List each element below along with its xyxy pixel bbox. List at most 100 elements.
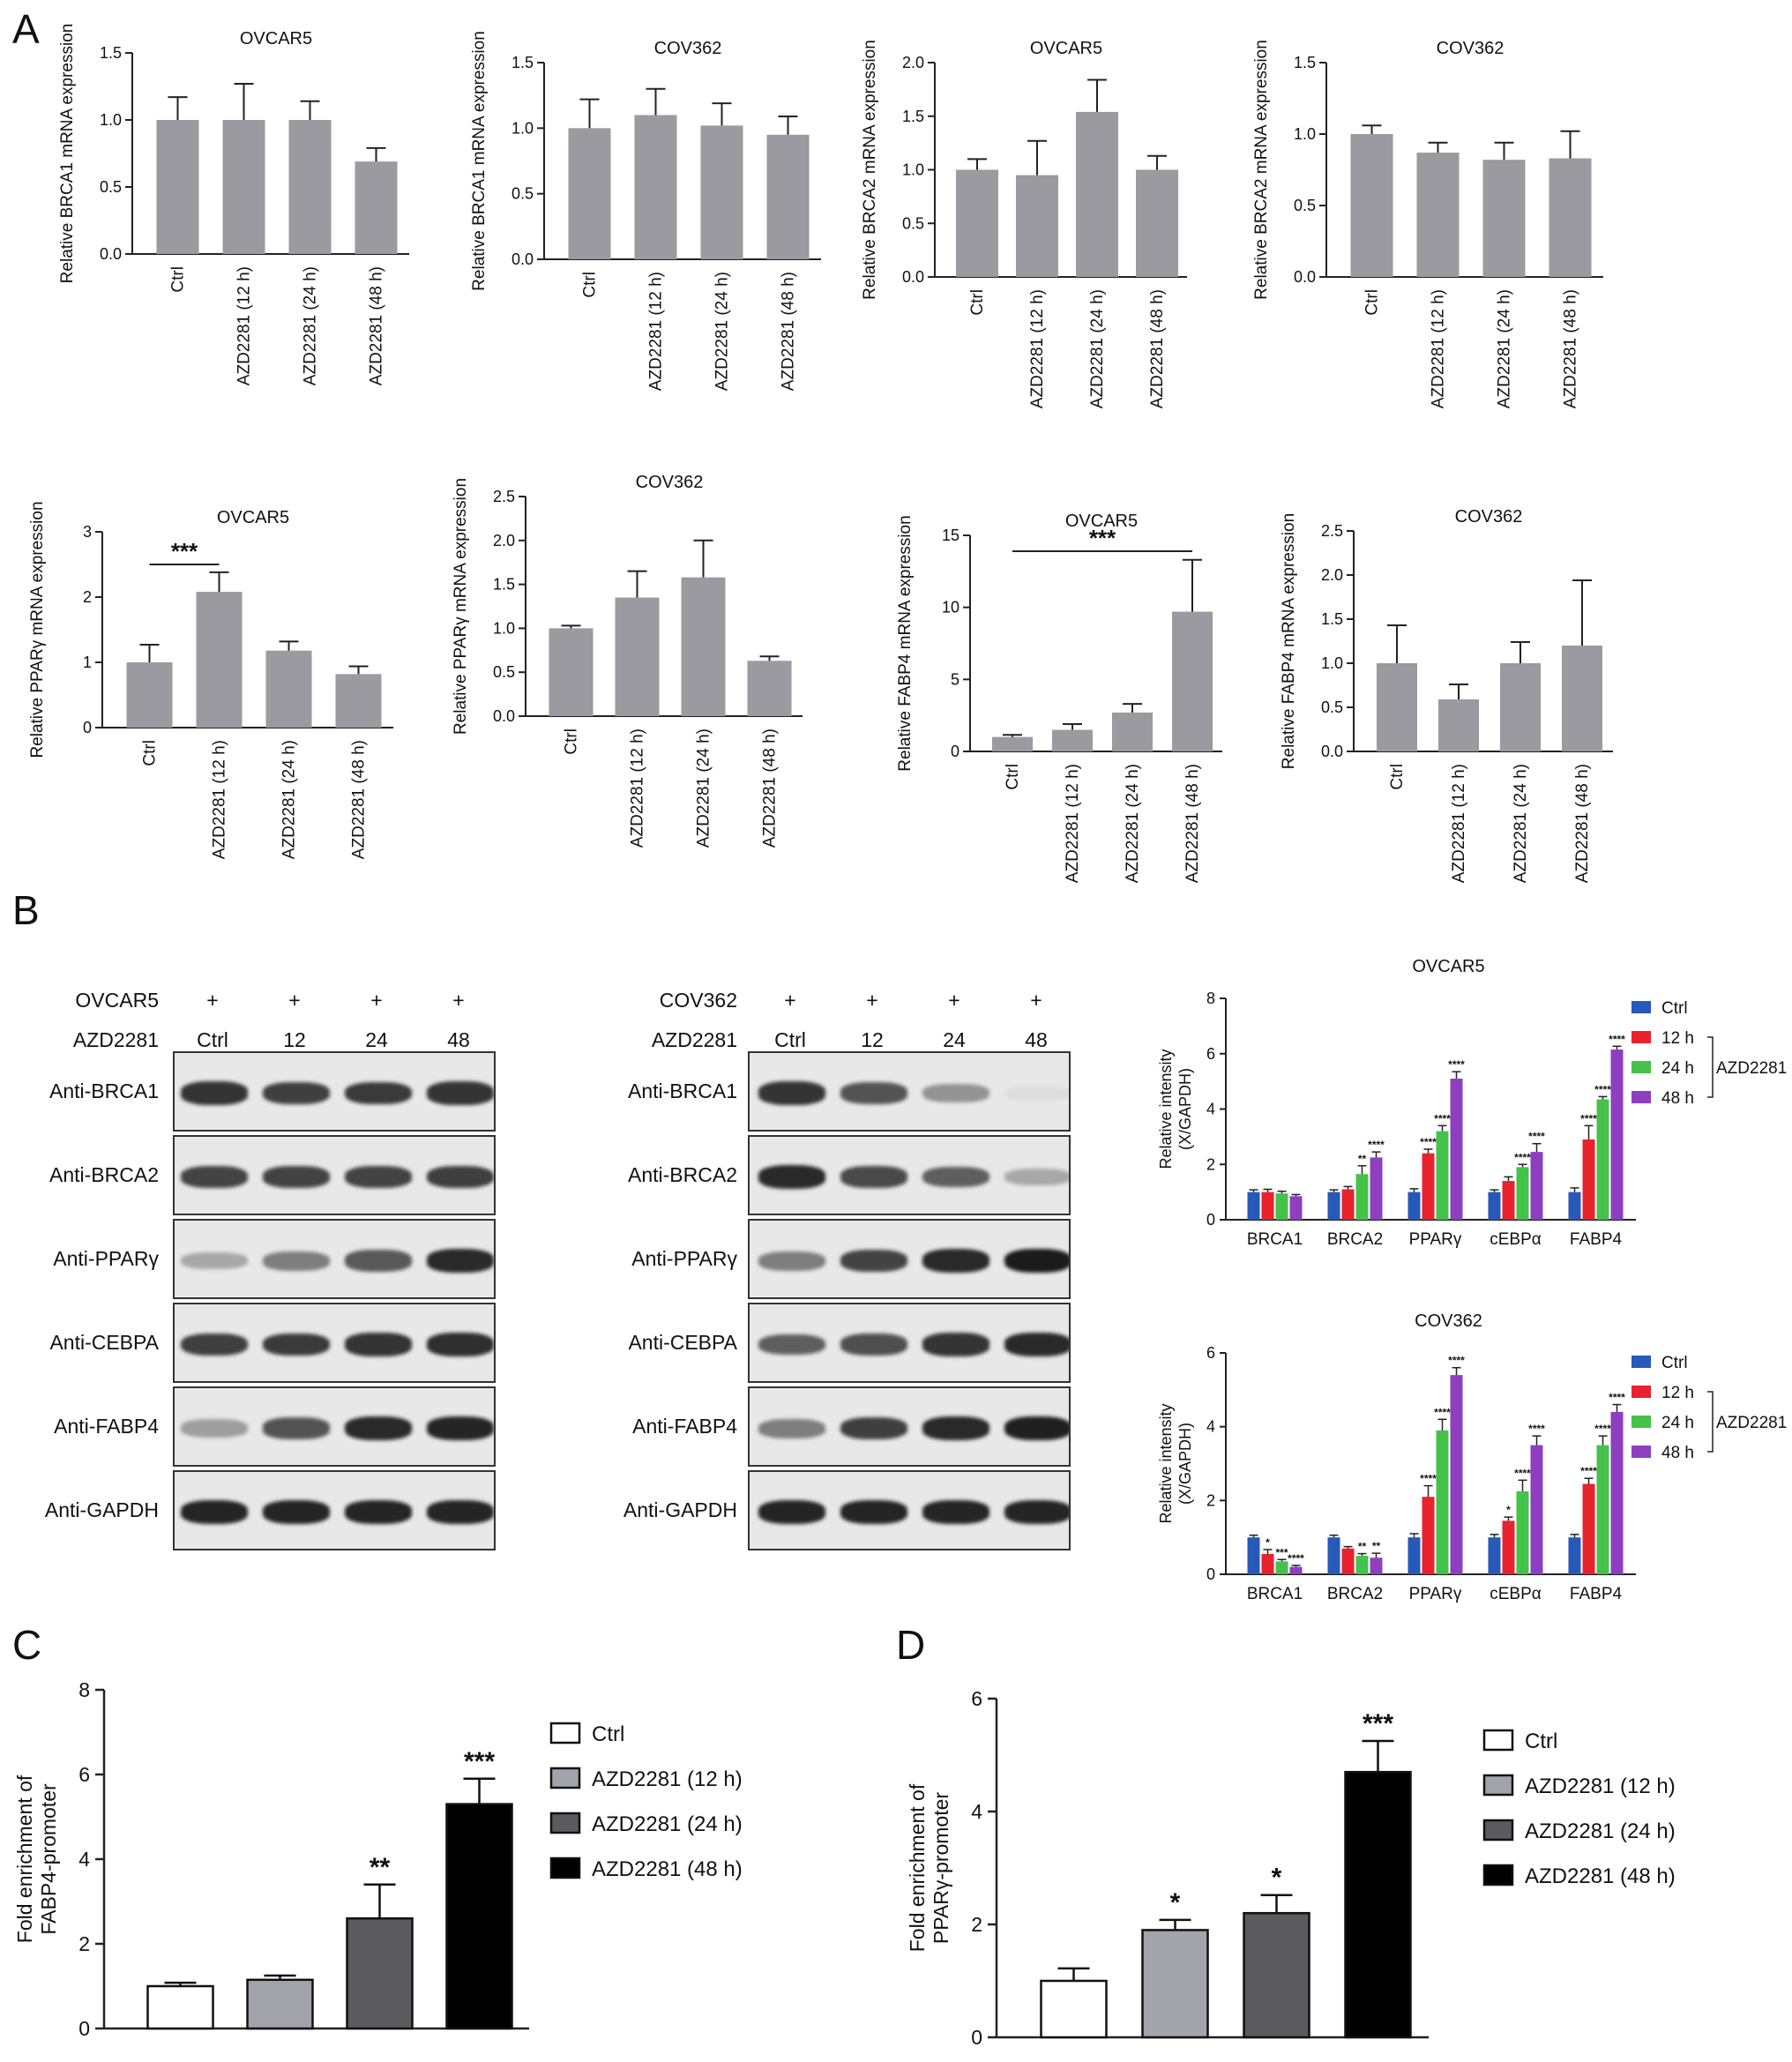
y-tick-label: 0.5: [493, 663, 515, 681]
blot-band: [758, 1165, 825, 1189]
x-tick-label: AZD2281 (12 h): [235, 266, 254, 385]
bar: [445, 1803, 513, 2030]
y-tick-label: 1.0: [1294, 125, 1316, 143]
blot-strip: [748, 1051, 1071, 1132]
antibody-label: Anti-FABP4: [632, 1414, 737, 1438]
y-tick-label: 6: [971, 1687, 982, 1710]
y-tick-label: 1: [83, 654, 92, 671]
x-tick-label: AZD2281 (12 h): [647, 272, 666, 391]
x-tick-label: AZD2281 (48 h): [1148, 289, 1167, 408]
y-tick-label: 0.0: [493, 707, 515, 725]
blot-band: [181, 1499, 248, 1524]
y-tick-label: 1.5: [100, 44, 122, 62]
blot-band: [840, 1416, 907, 1440]
significance-label: ***: [1275, 1546, 1288, 1558]
y-tick-label: 2.0: [1321, 566, 1343, 584]
blot-strip: [748, 1135, 1071, 1215]
significance-label: *: [1170, 1888, 1181, 1917]
blot-band: [1004, 1416, 1069, 1441]
y-tick-label: 0.0: [1321, 743, 1343, 760]
legend-label: 12 h: [1661, 1384, 1694, 1402]
bar: [1438, 699, 1479, 751]
chart-title: COV362: [1455, 507, 1523, 527]
significance-label: ****: [1514, 1151, 1531, 1163]
y-tick-label: 0.5: [511, 185, 534, 203]
bar: [1076, 111, 1118, 277]
bar: [1596, 1445, 1609, 1574]
blot-band: [263, 1417, 330, 1439]
legend-swatch: [1482, 1774, 1514, 1797]
y-tick-label: 6: [78, 1763, 90, 1786]
blot-band: [427, 1165, 494, 1189]
antibody-label: Anti-GAPDH: [623, 1498, 737, 1521]
y-tick-label: 2: [971, 1913, 982, 1936]
blot-band: [840, 1334, 907, 1356]
legend-label: 24 h: [1661, 1059, 1694, 1078]
blot-band: [1004, 1499, 1069, 1524]
y-axis-label: (X/GAPDH): [1176, 1423, 1194, 1505]
chart-title: COV362: [654, 39, 722, 58]
blot-band: [263, 1499, 330, 1524]
significance-label: **: [370, 1853, 391, 1882]
blot-band: [345, 1499, 412, 1524]
bar: [1516, 1167, 1529, 1220]
legend-swatch: [1631, 1061, 1651, 1073]
antibody-label: Anti-GAPDH: [44, 1498, 159, 1521]
blot-strip: [173, 1051, 496, 1132]
plus-sign: +: [1030, 989, 1042, 1012]
legend-label: Ctrl: [1661, 999, 1688, 1018]
bar: [346, 1916, 414, 2030]
x-tick-label: Ctrl: [563, 728, 581, 755]
significance-label: ****: [1434, 1112, 1451, 1124]
bar: [355, 161, 398, 254]
plus-sign: +: [948, 989, 960, 1012]
panel-letter-a: A: [12, 6, 40, 52]
lane-label: 24: [365, 1028, 388, 1051]
significance-label: ****: [1580, 1112, 1597, 1124]
bar: [1596, 1099, 1609, 1220]
bar: [1450, 1375, 1463, 1574]
blot-band: [922, 1249, 989, 1273]
significance-label: ****: [1514, 1467, 1531, 1479]
y-axis-label: PPARγ-promoter: [930, 1792, 952, 1944]
x-tick-label: AZD2281 (24 h): [713, 272, 732, 391]
blot-strip: [173, 1135, 496, 1215]
bar: [1502, 1520, 1515, 1574]
plus-sign: +: [370, 989, 383, 1012]
bar: [1407, 1537, 1421, 1574]
x-tick-label: AZD2281 (12 h): [1028, 289, 1047, 408]
antibody-label: Anti-PPARγ: [631, 1246, 737, 1270]
x-tick-label: AZD2281 (48 h): [1573, 764, 1592, 883]
bar: [1341, 1548, 1355, 1574]
lane-label: 12: [861, 1028, 884, 1051]
plus-sign: +: [206, 989, 219, 1012]
y-tick-label: 0: [78, 2017, 90, 2040]
significance-label: ****: [1594, 1083, 1611, 1095]
bar: [1341, 1189, 1355, 1220]
y-tick-label: 0: [971, 2026, 982, 2049]
legend-swatch: [1482, 1729, 1514, 1752]
x-tick-label: Ctrl: [1363, 289, 1382, 316]
bar: [1327, 1192, 1340, 1220]
y-tick-label: 15: [942, 527, 959, 544]
significance-label: **: [1372, 1540, 1381, 1552]
blot-band: [181, 1251, 248, 1270]
y-tick-label: 10: [942, 599, 959, 616]
legend-label: 48 h: [1661, 1444, 1694, 1462]
y-axis-label: Relative intensity: [1157, 1403, 1175, 1523]
legend-swatch: [1631, 1386, 1651, 1398]
legend-label: 12 h: [1661, 1029, 1694, 1048]
bar: [1568, 1537, 1581, 1574]
panel-letter-c: C: [12, 1622, 42, 1668]
blot-strip: [173, 1470, 496, 1550]
panel-letter-b: B: [12, 887, 40, 933]
chart-title: COV362: [1415, 1311, 1482, 1331]
bar: [1016, 175, 1058, 277]
blot-strip: [173, 1303, 496, 1383]
bar: [1289, 1566, 1303, 1574]
significance-label: *: [1506, 1504, 1511, 1516]
lane-label: 12: [283, 1028, 306, 1051]
significance-label: ****: [1434, 1406, 1451, 1418]
